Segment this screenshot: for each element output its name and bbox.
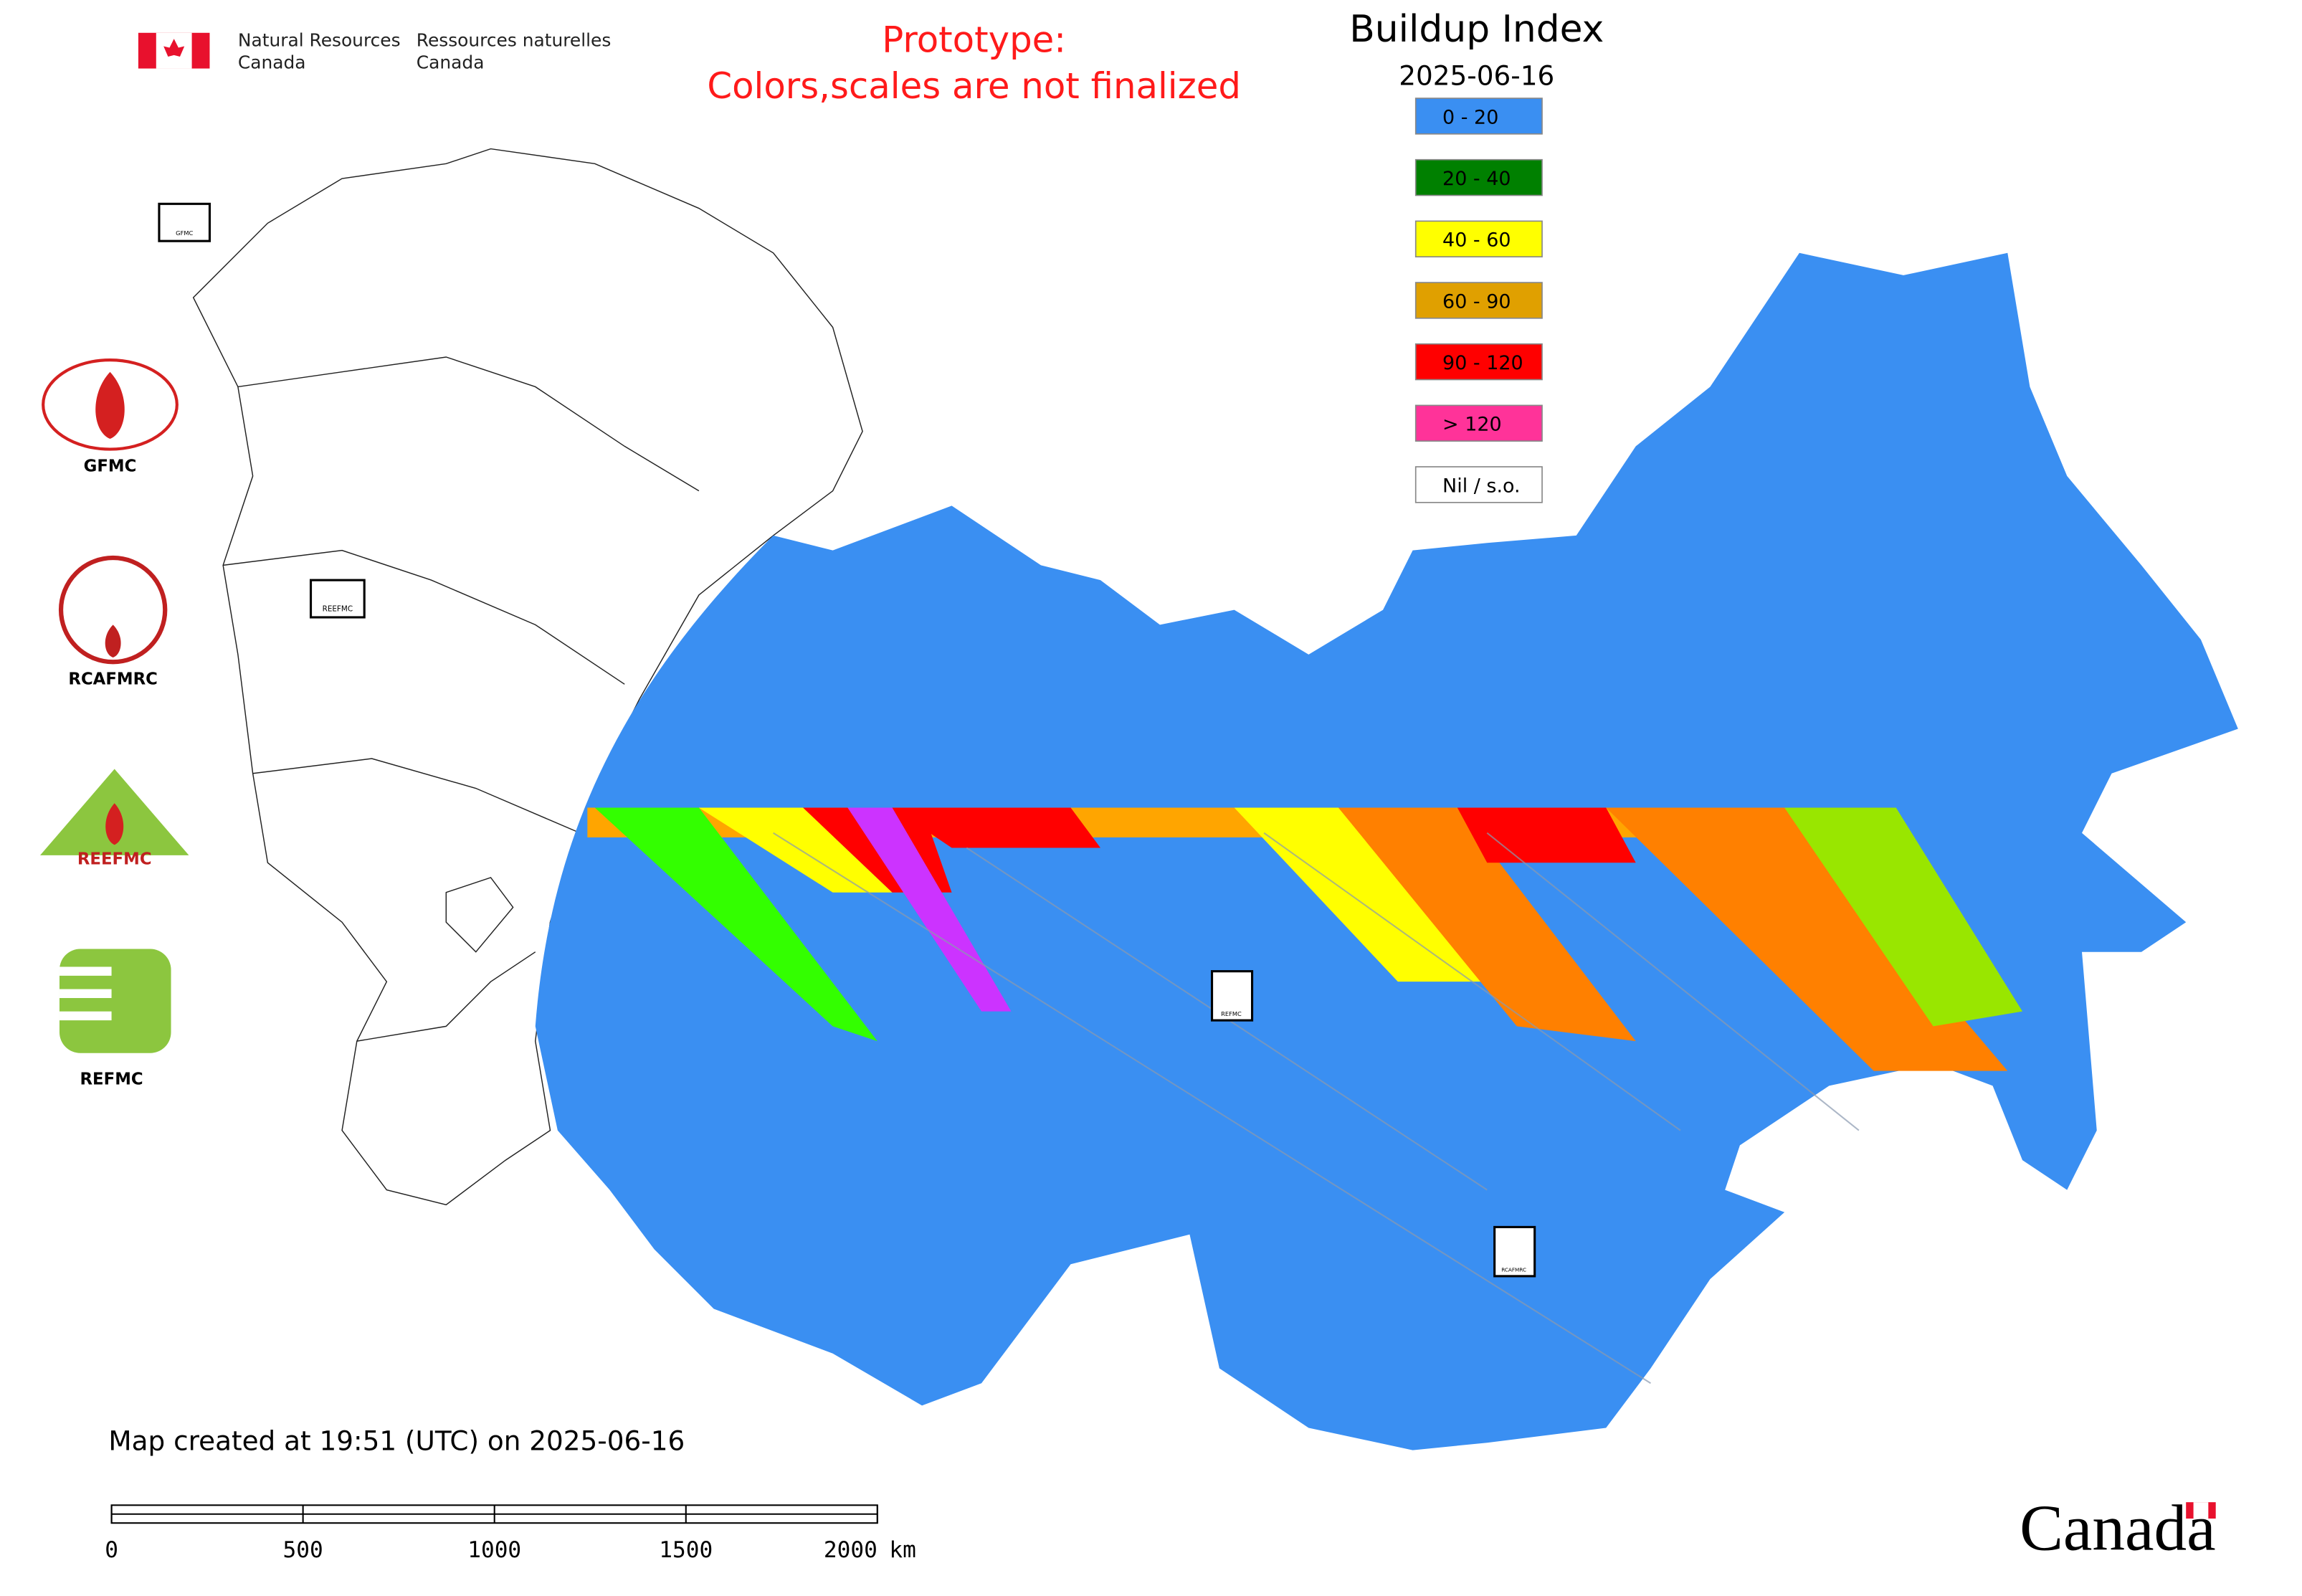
wordmark-flag <box>2186 1502 2216 1519</box>
marker-label: GFMC <box>176 229 193 237</box>
scale-label: 500 <box>283 1537 323 1563</box>
legend-label: 40 - 60 <box>1442 229 1511 252</box>
partner-label: REFMC <box>80 1070 143 1088</box>
legend-label: 90 - 120 <box>1442 352 1523 374</box>
marker-label: REEFMC <box>323 605 353 614</box>
partner-logos <box>40 358 189 1053</box>
legend-swatch <box>1414 343 1543 381</box>
scale-label: 1500 <box>659 1537 713 1563</box>
legend-label: 60 - 90 <box>1442 290 1511 313</box>
legend-swatch <box>1414 404 1543 442</box>
scale-label: 1000 <box>467 1537 521 1563</box>
created-note: Map created at 19:51 (UTC) on 2025-06-16 <box>108 1425 685 1457</box>
department-en: Natural Resources <box>238 29 401 50</box>
map-markers <box>158 202 1536 1278</box>
marker-label: REFMC <box>1221 1010 1242 1017</box>
department-fr: Canada <box>417 52 485 73</box>
legend-swatch <box>1414 220 1543 257</box>
legend-title: Buildup Index <box>1349 8 1604 51</box>
department-fr: Ressources naturelles <box>417 29 612 50</box>
marker-label: RCAFMRC <box>1501 1267 1526 1273</box>
partner-label: REEFMC <box>77 850 152 868</box>
scale-unit: km <box>889 1537 915 1563</box>
legend-date: 2025-06-16 <box>1399 60 1554 91</box>
legend-swatch <box>1414 98 1543 135</box>
legend-swatch <box>1414 158 1543 196</box>
legend-label: 20 - 40 <box>1442 168 1511 190</box>
legend-swatch <box>1414 466 1543 503</box>
legend-label: > 120 <box>1442 414 1502 436</box>
legend-swatch <box>1414 282 1543 319</box>
scale-bar: 0 500 1000 1500 2000 km <box>105 1504 916 1563</box>
flag-icon <box>138 32 210 69</box>
wordmark: Canada <box>2020 1492 2216 1564</box>
legend-label: 0 - 20 <box>1442 106 1498 128</box>
partner-label: GFMC <box>84 457 137 476</box>
index-band <box>587 807 2023 1384</box>
scale-label: 0 <box>105 1537 118 1563</box>
notice: Prototype: <box>882 19 1066 61</box>
notice: Colors,scales are not finalized <box>707 65 1241 107</box>
department-en: Canada <box>238 52 306 73</box>
partner-label: RCAFMRC <box>68 670 157 688</box>
legend-label: Nil / s.o. <box>1442 475 1521 497</box>
scale-label: 2000 <box>824 1537 877 1563</box>
legend: 0 - 20 20 - 40 40 - 60 60 - 90 90 - 120 > 120… <box>1414 98 1543 503</box>
